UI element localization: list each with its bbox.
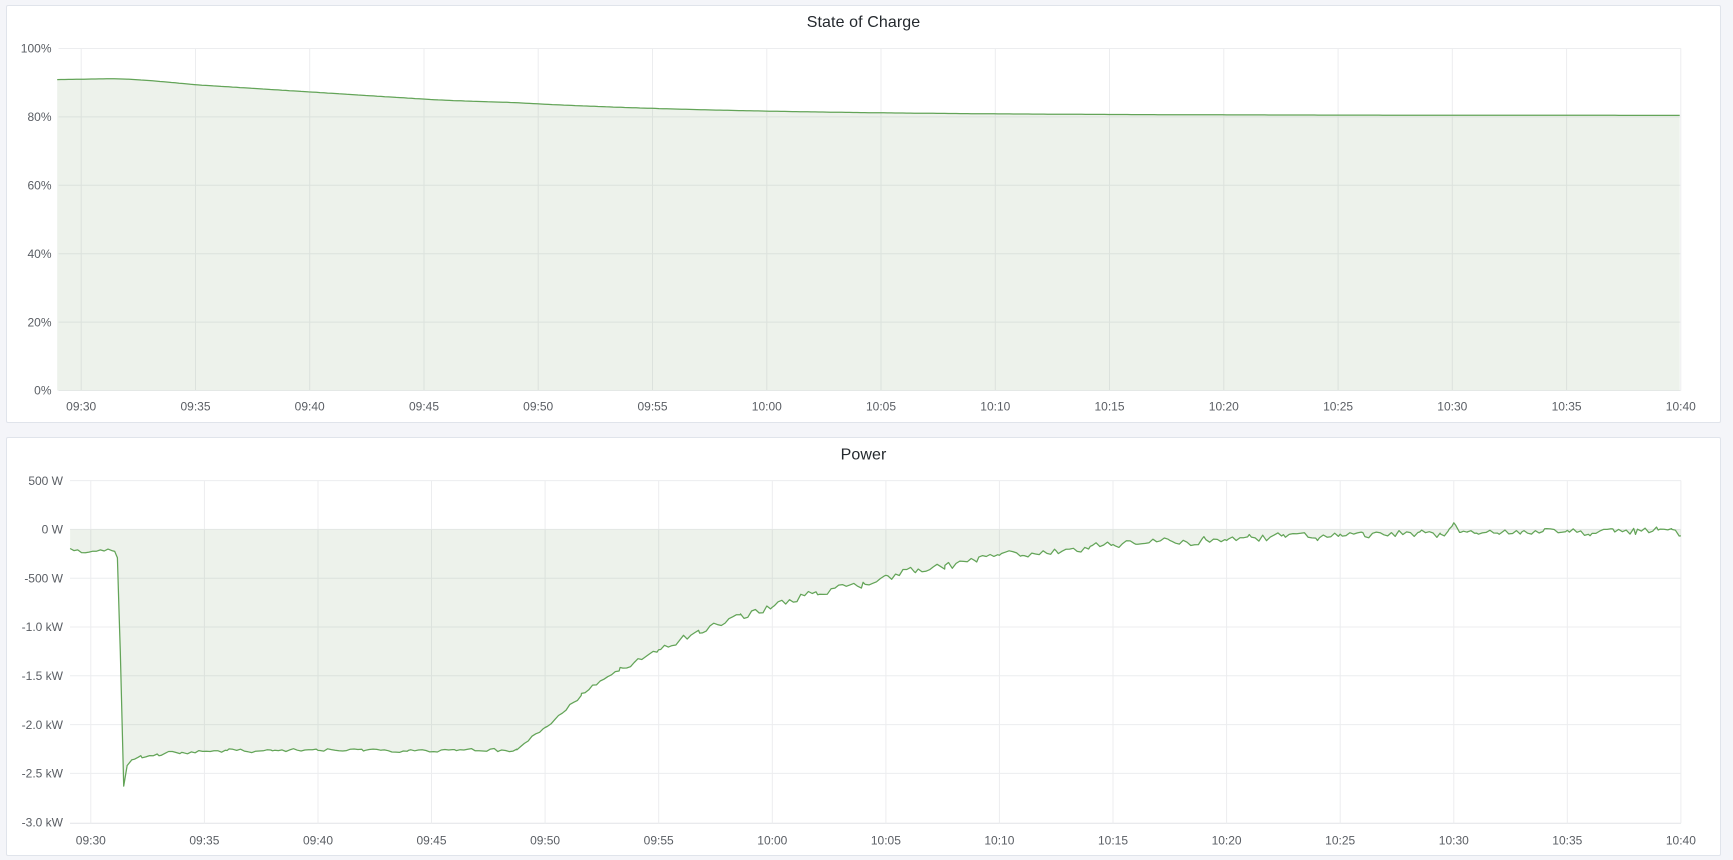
svg-text:09:50: 09:50 (530, 834, 560, 848)
svg-text:State of Charge: State of Charge (807, 14, 921, 31)
svg-text:09:35: 09:35 (189, 834, 219, 848)
svg-text:10:35: 10:35 (1552, 400, 1582, 414)
svg-text:09:40: 09:40 (295, 400, 325, 414)
svg-text:09:45: 09:45 (416, 834, 446, 848)
svg-text:10:35: 10:35 (1552, 834, 1582, 848)
svg-text:10:20: 10:20 (1209, 400, 1239, 414)
svg-text:10:40: 10:40 (1666, 834, 1696, 848)
svg-text:10:25: 10:25 (1325, 834, 1355, 848)
svg-text:10:25: 10:25 (1323, 400, 1353, 414)
svg-text:10:00: 10:00 (752, 400, 782, 414)
svg-text:0%: 0% (34, 384, 52, 398)
svg-text:09:30: 09:30 (66, 400, 96, 414)
svg-text:-2.5 kW: -2.5 kW (22, 767, 64, 781)
svg-text:10:30: 10:30 (1437, 400, 1467, 414)
svg-text:09:30: 09:30 (76, 834, 106, 848)
svg-text:10:05: 10:05 (866, 400, 896, 414)
svg-text:-3.0 kW: -3.0 kW (22, 815, 64, 829)
svg-text:10:20: 10:20 (1212, 834, 1242, 848)
svg-text:100%: 100% (21, 42, 52, 56)
svg-text:10:10: 10:10 (980, 400, 1010, 414)
svg-text:60%: 60% (27, 179, 51, 193)
svg-text:20%: 20% (27, 315, 51, 329)
svg-text:-1.5 kW: -1.5 kW (22, 669, 64, 683)
svg-text:80%: 80% (27, 110, 51, 124)
svg-text:Power: Power (841, 447, 887, 464)
svg-text:-2.0 kW: -2.0 kW (22, 718, 64, 732)
svg-text:-1.0 kW: -1.0 kW (22, 620, 64, 634)
svg-text:0 W: 0 W (42, 523, 64, 537)
svg-text:10:00: 10:00 (757, 834, 787, 848)
svg-text:10:40: 10:40 (1666, 400, 1696, 414)
svg-text:10:05: 10:05 (871, 834, 901, 848)
svg-text:09:35: 09:35 (180, 400, 210, 414)
svg-text:09:50: 09:50 (523, 400, 553, 414)
svg-text:-500 W: -500 W (24, 571, 63, 585)
svg-text:10:10: 10:10 (984, 834, 1014, 848)
svg-text:09:55: 09:55 (644, 834, 674, 848)
svg-text:09:40: 09:40 (303, 834, 333, 848)
svg-text:10:15: 10:15 (1094, 400, 1124, 414)
svg-text:500 W: 500 W (28, 474, 63, 488)
svg-text:09:55: 09:55 (637, 400, 667, 414)
svg-text:10:15: 10:15 (1098, 834, 1128, 848)
svg-text:09:45: 09:45 (409, 400, 439, 414)
svg-text:10:30: 10:30 (1439, 834, 1469, 848)
svg-text:40%: 40% (27, 247, 51, 261)
